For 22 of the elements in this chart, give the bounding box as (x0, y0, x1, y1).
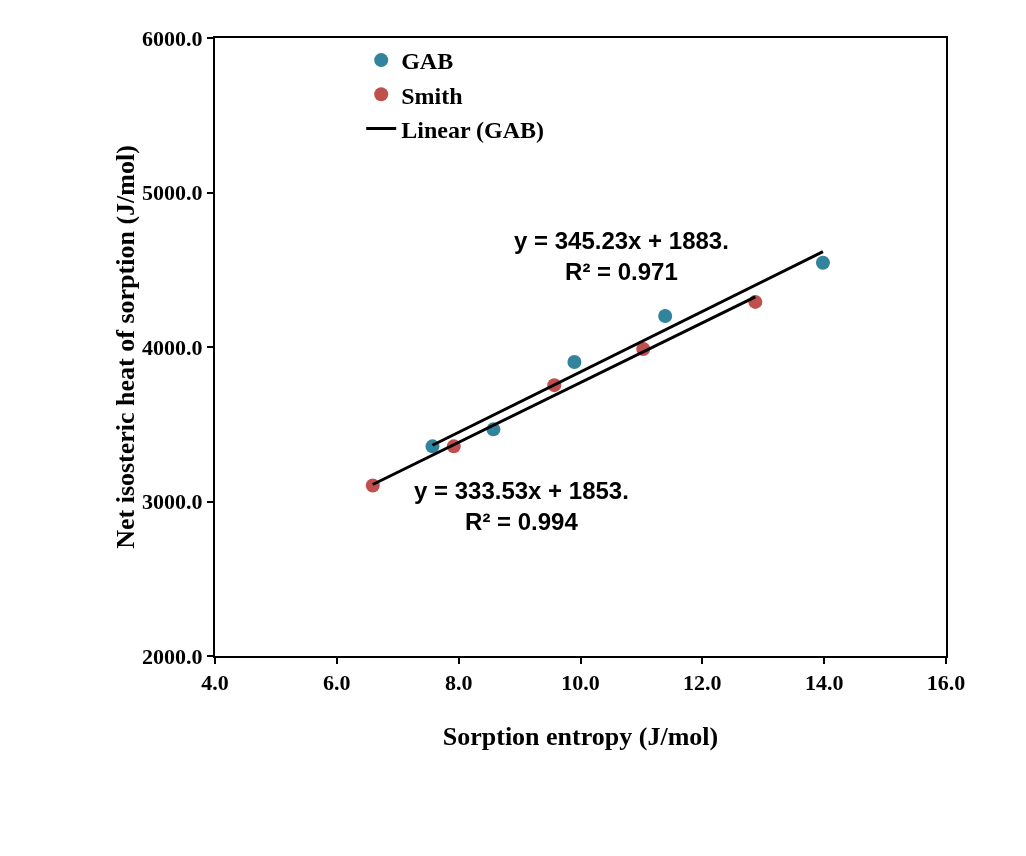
y-tick-label: 4000.0 (142, 334, 203, 360)
annotation: y = 345.23x + 1883. R² = 0.971 (514, 227, 729, 286)
x-tick-label: 16.0 (926, 670, 966, 696)
point (815, 255, 830, 270)
x-tick-label: 4.0 (201, 670, 229, 696)
point (658, 308, 673, 323)
x-tick-label: 8.0 (444, 670, 473, 696)
y-tick-label: 3000.0 (142, 489, 203, 515)
x-tick-label: 10.0 (561, 670, 600, 696)
annotation: y = 333.53x + 1853. R² = 0.994 (414, 477, 629, 536)
y-axis-title: Net isosteric heat of sorption (J/mol) (111, 145, 141, 549)
x-axis-title: Sorption entropy (J/mol) (442, 722, 719, 751)
legend-label: Smith (401, 82, 463, 109)
x-tick-label: 6.0 (323, 670, 351, 696)
point (567, 354, 582, 369)
x-tick-label: 14.0 (804, 670, 844, 696)
y-tick-label: 5000.0 (142, 180, 203, 206)
y-tick-label: 2000.0 (142, 643, 203, 669)
y-tick-label: 6000.0 (142, 25, 203, 51)
legend-label: Linear (GAB) (401, 116, 545, 143)
x-tick-label: 12.0 (683, 670, 722, 696)
legend-label: GAB (401, 48, 454, 75)
